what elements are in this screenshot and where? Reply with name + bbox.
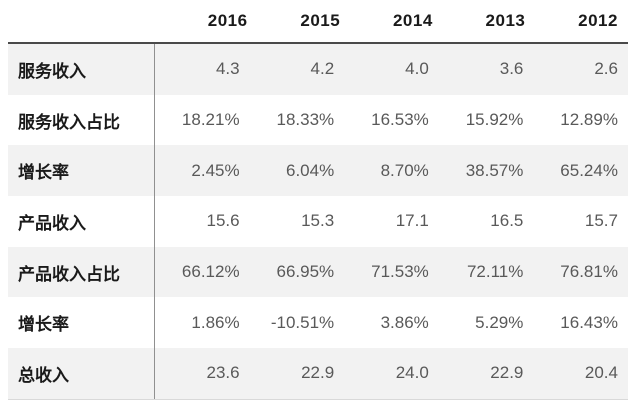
row-label: 产品收入: [8, 196, 155, 247]
row-label: 增长率: [8, 297, 155, 349]
cell-value: 20.4: [584, 363, 618, 383]
cell-value: 2.45%: [191, 160, 240, 180]
row-label: 服务收入占比: [8, 94, 155, 146]
cell-value: 3.6: [499, 59, 524, 79]
cell-value: 72.11%: [466, 262, 524, 282]
cell-value: 76.81%: [560, 262, 618, 282]
cell-value: 71.53%: [371, 262, 429, 282]
row-label: 产品收入占比: [8, 246, 155, 298]
table-row-product-growth-rate: 增长率 1.86% -10.51% 3.86% 5.29% 16.43%: [8, 297, 628, 349]
financial-table: 2016 2015 2014 2013 2012 服务收入 4.3 4.2 4.…: [8, 0, 628, 400]
cell-value: 6.04%: [285, 160, 335, 180]
cell-value: 22.9: [490, 363, 524, 383]
cell-value: 3.86%: [380, 312, 429, 332]
cell-value: 16.53%: [371, 110, 429, 130]
cell-value: 17.1: [395, 211, 429, 231]
table-row-product-revenue-share: 产品收入占比 66.12% 66.95% 71.53% 72.11% 76.81…: [8, 246, 628, 298]
header-cell-year-2016: 2016: [207, 11, 248, 30]
cell-value: 65.24%: [560, 160, 618, 180]
cell-value: 4.3: [215, 59, 240, 79]
header-cell-year-2014: 2014: [392, 11, 433, 30]
cell-value: 22.9: [301, 363, 335, 383]
header-cell-year-2013: 2013: [485, 11, 526, 30]
cell-value: 18.21%: [181, 110, 240, 130]
cell-value: 4.0: [405, 59, 429, 79]
cell-value: -10.51%: [270, 312, 335, 332]
cell-value: 12.89%: [560, 110, 618, 130]
cell-value: 38.57%: [465, 160, 524, 180]
cell-value: 2.6: [594, 59, 618, 79]
row-label: 增长率: [8, 145, 155, 197]
cell-value: 15.6: [206, 211, 240, 231]
table-row-service-growth-rate: 增长率 2.45% 6.04% 8.70% 38.57% 65.24%: [8, 145, 628, 197]
cell-value: 16.5: [490, 211, 524, 231]
cell-value: 1.86%: [191, 312, 240, 332]
cell-value: 15.7: [584, 211, 618, 231]
cell-value: 18.33%: [276, 110, 335, 130]
cell-value: 66.95%: [276, 262, 335, 282]
cell-value: 23.6: [206, 363, 240, 383]
table-row-service-revenue-share: 服务收入占比 18.21% 18.33% 16.53% 15.92% 12.89…: [8, 94, 628, 146]
header-cell-year-2015: 2015: [300, 11, 341, 30]
cell-value: 15.92%: [465, 110, 524, 130]
cell-value: 5.29%: [475, 312, 524, 332]
cell-value: 15.3: [301, 211, 335, 231]
table-row-service-revenue: 服务收入 4.3 4.2 4.0 3.6 2.6: [8, 44, 628, 95]
table-row-total-revenue: 总收入 23.6 22.9 24.0 22.9 20.4: [8, 348, 628, 399]
cell-value: 4.2: [310, 59, 335, 79]
cell-value: 24.0: [395, 363, 429, 383]
table-body: 服务收入 4.3 4.2 4.0 3.6 2.6 服务收入占比 18.21% 1…: [8, 44, 628, 400]
cell-value: 16.43%: [560, 312, 618, 332]
header-cell-year-2012: 2012: [578, 11, 618, 30]
row-label: 总收入: [8, 348, 155, 399]
table-row-product-revenue: 产品收入 15.6 15.3 17.1 16.5 15.7: [8, 196, 628, 247]
table-header-row: 2016 2015 2014 2013 2012: [8, 0, 628, 44]
row-label: 服务收入: [8, 44, 155, 95]
cell-value: 66.12%: [181, 262, 240, 282]
cell-value: 8.70%: [380, 160, 429, 180]
